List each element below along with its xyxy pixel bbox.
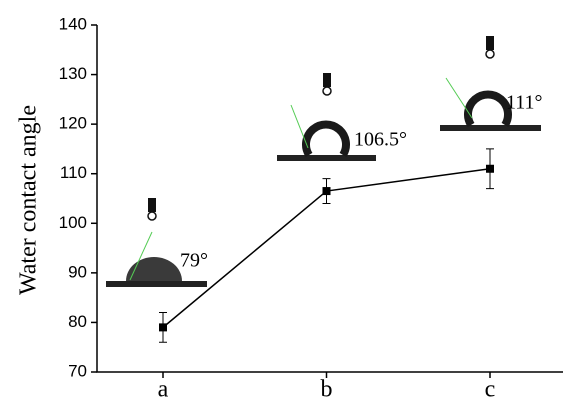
y-tick-label: 120 [59, 114, 87, 133]
value-label: 79° [180, 250, 208, 272]
needle [323, 73, 331, 87]
y-tick-label: 140 [59, 14, 87, 33]
droplet [126, 257, 182, 281]
y-tick-label: 100 [59, 213, 87, 232]
substrate [277, 155, 376, 161]
point [159, 323, 167, 331]
x-tick-label: b [321, 377, 333, 403]
y-tick-label: 130 [59, 64, 87, 83]
x-tick-label: a [158, 377, 169, 403]
y-tick-label: 90 [68, 262, 87, 281]
y-tick-label: 80 [68, 312, 87, 331]
y-tick-label: 70 [68, 361, 87, 380]
needle-tip [148, 212, 156, 220]
value-label: 106.5° [354, 129, 407, 151]
droplet [306, 124, 346, 155]
y-axis-label: Water contact angle [16, 105, 42, 295]
droplet [468, 94, 508, 125]
point [323, 187, 331, 195]
tangent-line [446, 78, 472, 118]
value-label: 111° [506, 92, 543, 114]
substrate [106, 281, 207, 287]
point [486, 165, 494, 173]
y-tick-label: 110 [60, 163, 87, 182]
x-tick-label: c [485, 377, 496, 403]
needle [486, 36, 494, 50]
substrate [440, 125, 541, 131]
needle-tip [486, 50, 494, 58]
chart: Water contact angle 79° 106.5° 111° 70 80 90 1… [0, 0, 565, 403]
needle-tip [323, 87, 331, 95]
needle [148, 198, 156, 212]
tangent-line [291, 105, 308, 148]
